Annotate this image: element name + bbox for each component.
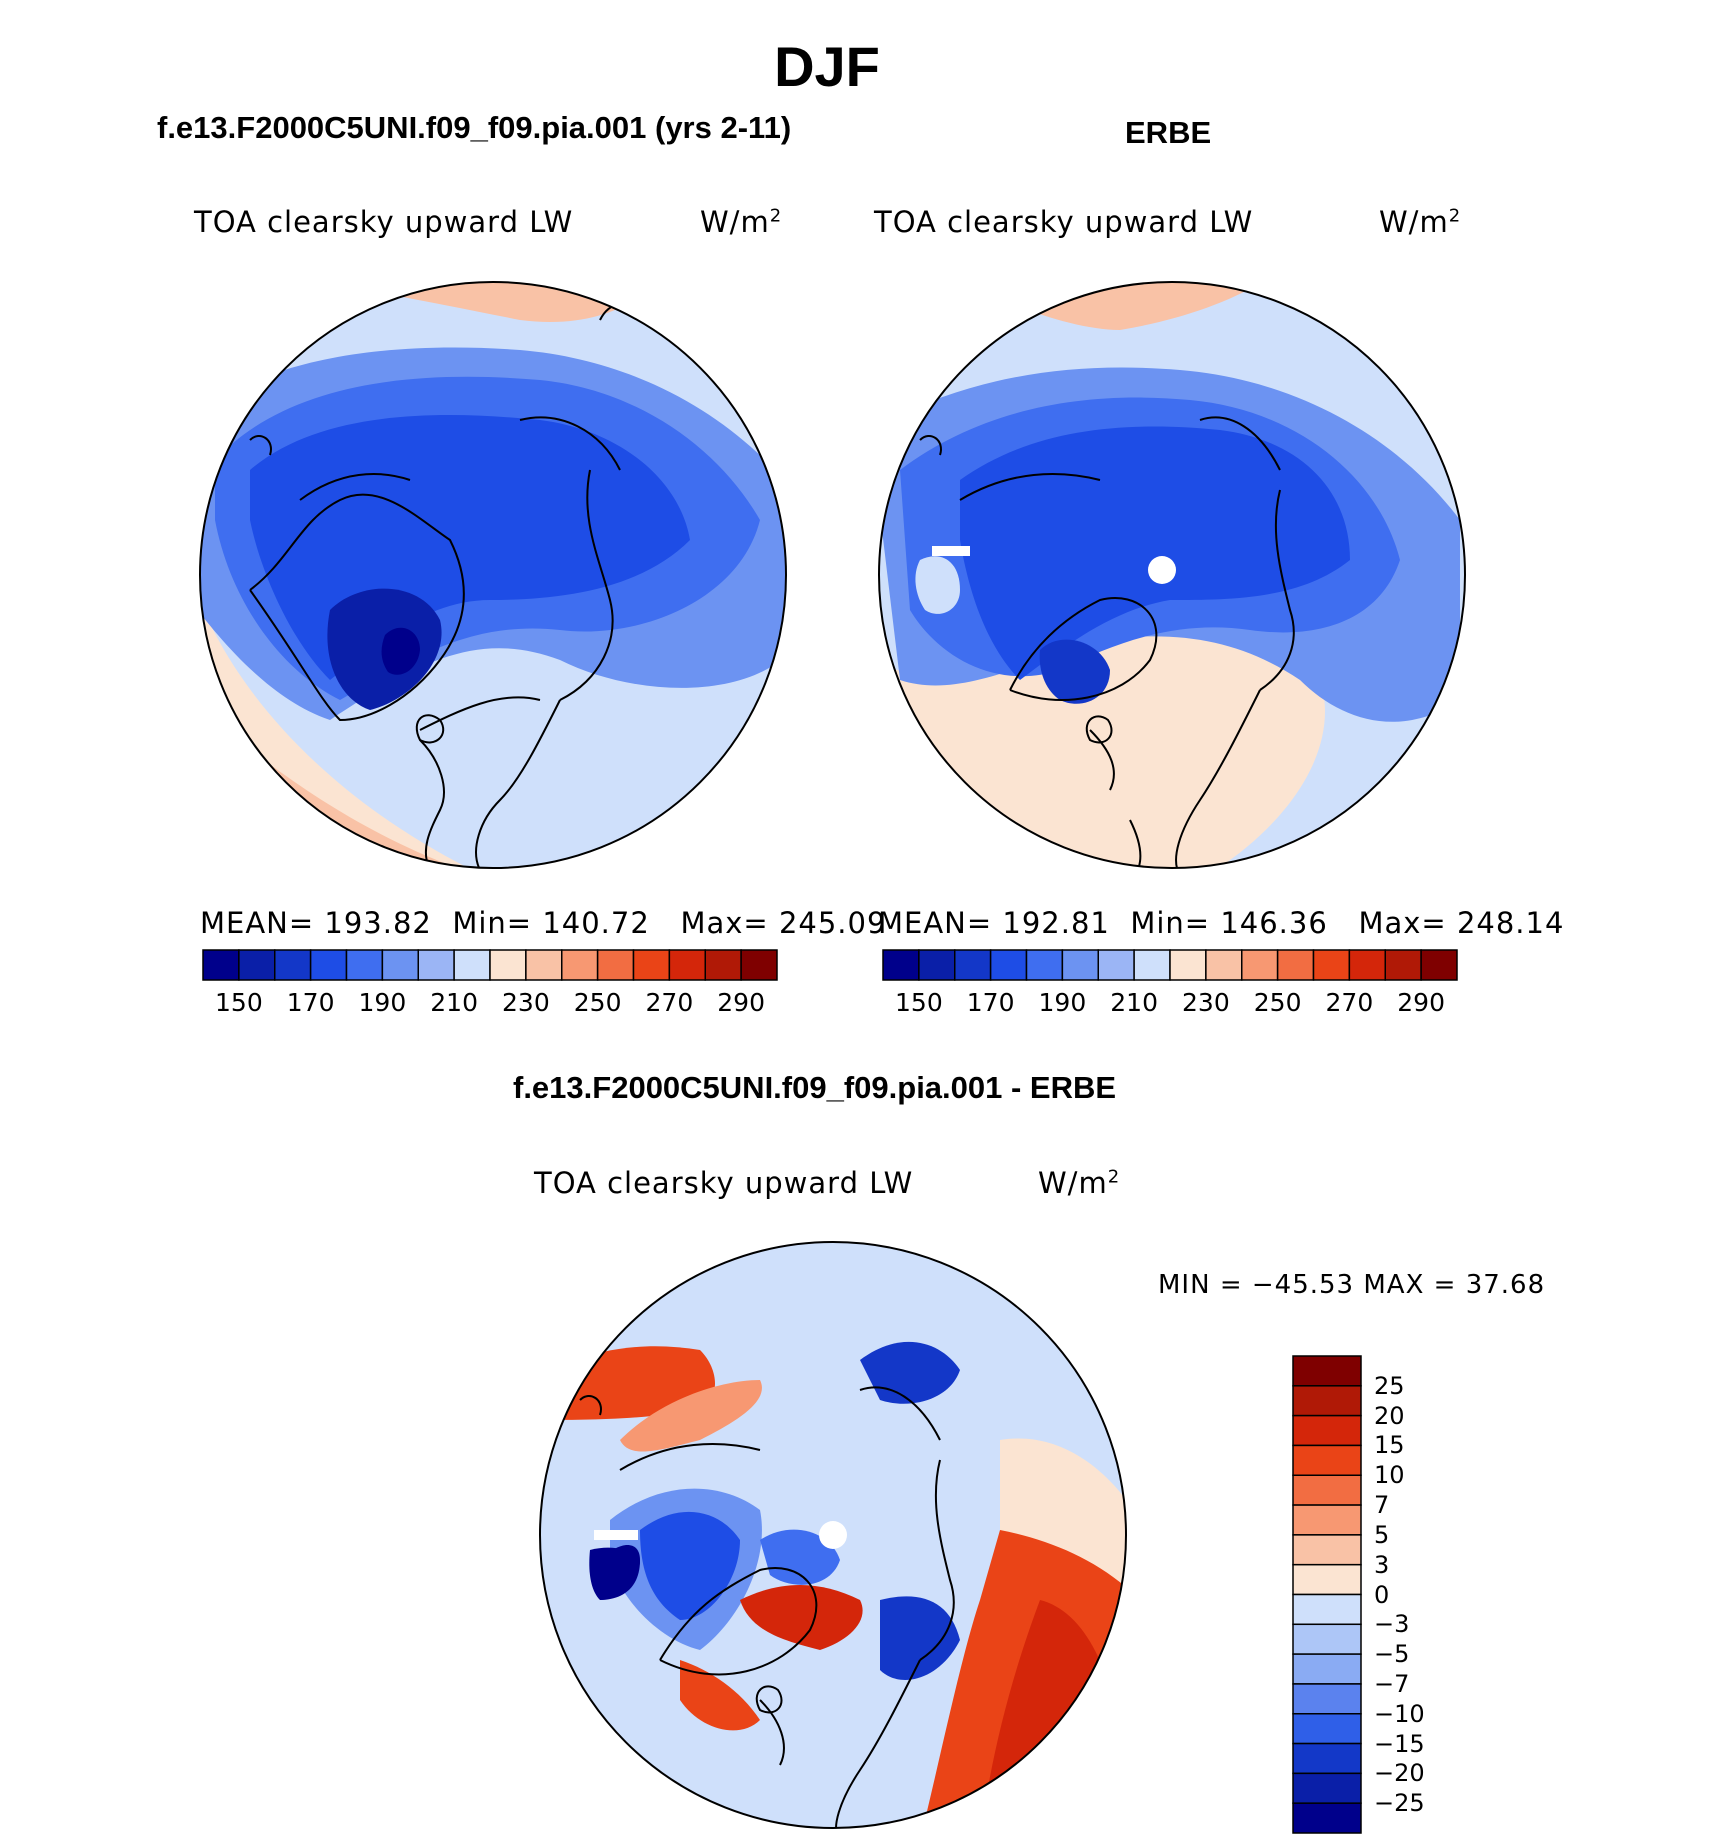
diff-colorbar-label: 20	[1374, 1401, 1405, 1430]
model-colorbar-box	[668, 949, 706, 981]
diff-colorbar-box	[1292, 1474, 1362, 1506]
model-colorbar-tick-label: 210	[430, 988, 478, 1017]
obs-colorbar-ticks: 150 170 190 210 230 250 270 290	[883, 988, 1457, 1018]
obs-case-title: ERBE	[1125, 115, 1212, 150]
obs-variable-label: TOA clearsky upward LW	[874, 205, 1254, 239]
diff-colorbar-labels: 25 20 15 10 7 5 3 0 −3 −5 −7 −10 −15 −20 −25	[1374, 1356, 1464, 1833]
model-colorbar-tick-label: 290	[717, 988, 765, 1017]
model-colorbar-tick-label: 150	[215, 988, 263, 1017]
diff-colorbar-label: −3	[1374, 1610, 1410, 1639]
model-colorbar-box	[238, 949, 276, 981]
obs-colorbar-box	[1241, 949, 1279, 981]
obs-colorbar-tick-label: 290	[1397, 988, 1445, 1017]
model-colorbar-box	[704, 949, 742, 981]
obs-colorbar-tick-label: 230	[1182, 988, 1230, 1017]
model-variable-label: TOA clearsky upward LW	[194, 205, 574, 239]
diff-colorbar-label: −15	[1374, 1729, 1425, 1758]
diff-colorbar-label: 0	[1374, 1580, 1390, 1609]
diff-colorbar-label: −5	[1374, 1640, 1410, 1669]
obs-colorbar-box	[1348, 949, 1386, 981]
model-colorbar-box	[596, 949, 635, 981]
obs-colorbar-box	[1097, 949, 1135, 981]
diff-variable-label: TOA clearsky upward LW	[534, 1166, 914, 1200]
diff-minmax: MIN = −45.53 MAX = 37.68	[1158, 1270, 1546, 1300]
diff-colorbar-label: 3	[1374, 1550, 1390, 1579]
diff-colorbar-label: −7	[1374, 1669, 1410, 1698]
model-colorbar-box	[525, 949, 563, 981]
model-colorbar	[202, 949, 778, 981]
diff-colorbar-box	[1292, 1593, 1362, 1626]
diff-colorbar	[1292, 1355, 1362, 1834]
diff-colorbar-label: 10	[1374, 1461, 1405, 1490]
obs-units-label: W/m2	[1379, 205, 1462, 239]
diff-colorbar-box	[1292, 1355, 1362, 1387]
diff-colorbar-box	[1292, 1653, 1362, 1685]
obs-colorbar	[882, 949, 1458, 981]
obs-colorbar-box	[1061, 949, 1099, 981]
model-case-title: f.e13.F2000C5UNI.f09_f09.pia.001 (yrs 2-…	[157, 110, 792, 145]
diff-colorbar-box	[1292, 1683, 1362, 1715]
obs-colorbar-tick-label: 250	[1253, 988, 1302, 1017]
diff-colorbar-box	[1292, 1772, 1362, 1804]
diff-colorbar-box	[1292, 1534, 1362, 1566]
diff-colorbar-box	[1292, 1385, 1362, 1417]
model-colorbar-box	[740, 949, 778, 981]
diff-colorbar-box	[1292, 1802, 1362, 1834]
diff-colorbar-label: 7	[1374, 1491, 1390, 1520]
obs-colorbar-tick-label: 270	[1325, 988, 1374, 1017]
obs-colorbar-box	[1384, 949, 1422, 981]
obs-colorbar-box	[1205, 949, 1243, 981]
model-colorbar-box	[561, 949, 599, 981]
model-colorbar-box	[381, 949, 419, 981]
diff-colorbar-box	[1292, 1414, 1362, 1447]
obs-colorbar-box	[1312, 949, 1351, 981]
diff-colorbar-label: 15	[1374, 1431, 1405, 1460]
model-colorbar-box	[489, 949, 527, 981]
model-colorbar-tick-label: 230	[502, 988, 550, 1017]
model-stats: MEAN= 193.82 Min= 140.72 Max= 245.09	[200, 906, 887, 940]
diff-colorbar-box	[1292, 1623, 1362, 1655]
obs-colorbar-box	[918, 949, 956, 981]
model-colorbar-box	[632, 949, 671, 981]
obs-colorbar-box	[1169, 949, 1207, 981]
diff-colorbar-label: −25	[1374, 1789, 1425, 1818]
obs-colorbar-tick-label: 190	[1038, 988, 1087, 1017]
model-colorbar-box	[345, 949, 384, 981]
diff-colorbar-box	[1292, 1742, 1362, 1775]
obs-colorbar-tick-label: 210	[1110, 988, 1158, 1017]
diff-units-label: W/m2	[1038, 1166, 1121, 1200]
diff-colorbar-box	[1292, 1713, 1362, 1745]
diff-colorbar-label: 5	[1374, 1520, 1390, 1549]
model-colorbar-tick-label: 190	[358, 988, 407, 1017]
figure-title: DJF	[774, 35, 880, 98]
obs-stats: MEAN= 192.81 Min= 146.36 Max= 248.14	[878, 906, 1565, 940]
diff-case-title: f.e13.F2000C5UNI.f09_f09.pia.001 - ERBE	[513, 1070, 1117, 1105]
obs-colorbar-box	[1420, 949, 1458, 981]
model-colorbar-box	[453, 949, 491, 981]
model-colorbar-tick-label: 270	[645, 988, 694, 1017]
model-colorbar-tick-label: 170	[286, 988, 335, 1017]
diff-colorbar-box	[1292, 1504, 1362, 1536]
obs-colorbar-box	[1276, 949, 1315, 981]
diff-colorbar-box	[1292, 1444, 1362, 1476]
diff-colorbar-box	[1292, 1563, 1362, 1596]
diff-colorbar-label: −20	[1374, 1759, 1425, 1788]
model-colorbar-box	[274, 949, 312, 981]
diff-colorbar-label: −10	[1374, 1699, 1425, 1728]
model-units-label: W/m2	[700, 205, 783, 239]
diff-colorbar-label: 25	[1374, 1371, 1405, 1400]
obs-colorbar-tick-label: 170	[966, 988, 1015, 1017]
obs-colorbar-box	[1133, 949, 1171, 981]
obs-colorbar-tick-label: 150	[895, 988, 943, 1017]
model-colorbar-tick-label: 250	[573, 988, 622, 1017]
model-colorbar-ticks: 150 170 190 210 230 250 270 290	[203, 988, 777, 1018]
